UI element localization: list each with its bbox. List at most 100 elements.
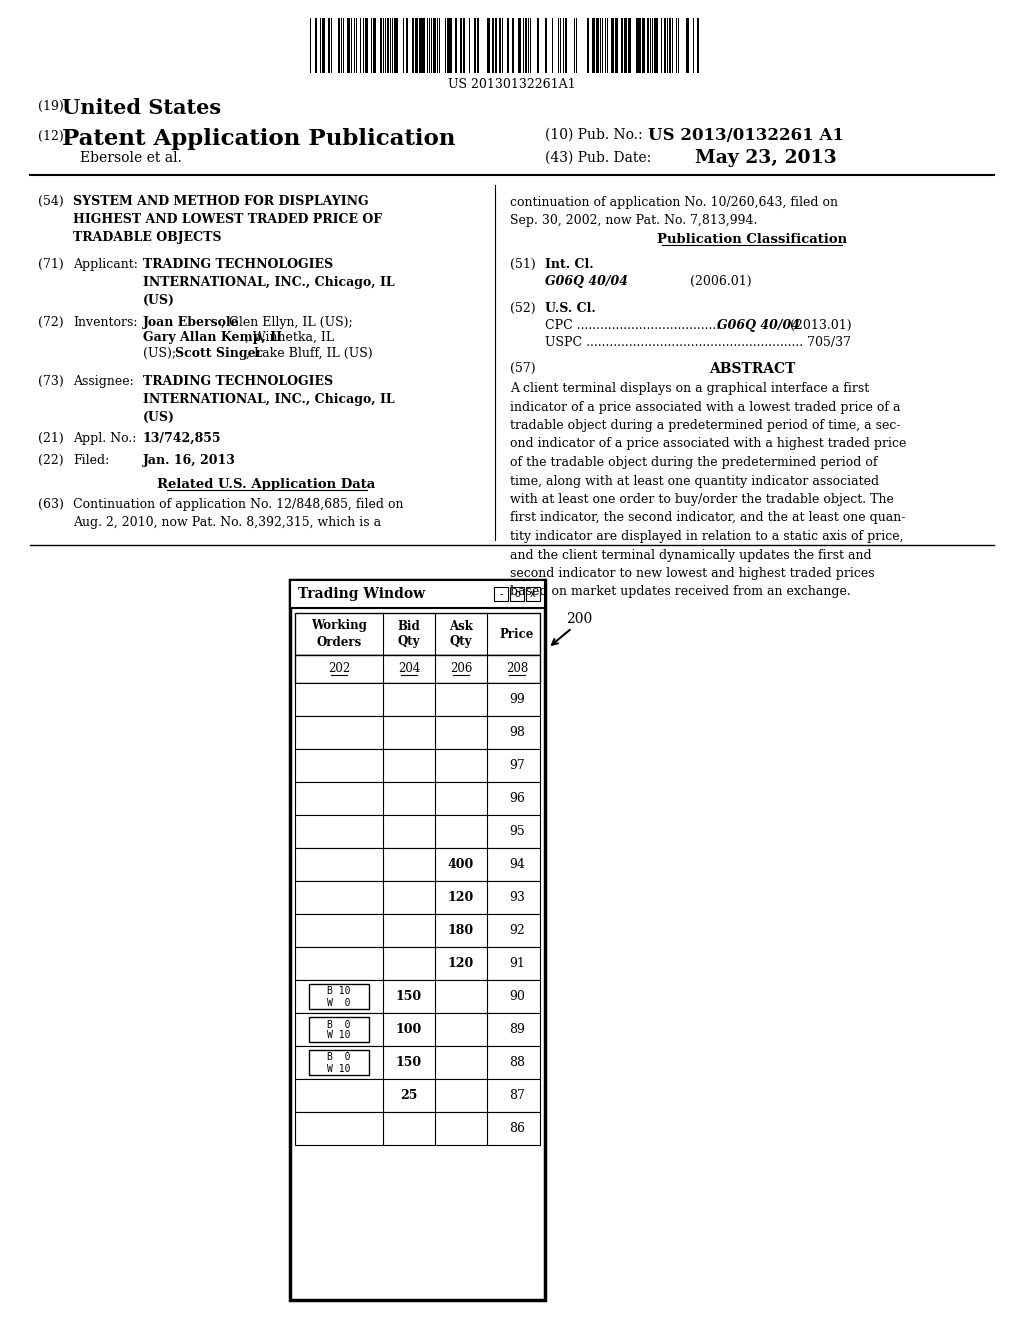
Bar: [495, 18, 497, 73]
Text: Ebersole et al.: Ebersole et al.: [80, 150, 182, 165]
Bar: [487, 18, 489, 73]
Text: , Winnetka, IL: , Winnetka, IL: [245, 331, 334, 345]
Bar: [624, 18, 627, 73]
Text: G06Q 40/04: G06Q 40/04: [717, 319, 800, 333]
Bar: [412, 18, 414, 73]
Bar: [422, 18, 425, 73]
Bar: [450, 18, 452, 73]
Text: (2006.01): (2006.01): [690, 275, 752, 288]
Bar: [295, 979, 540, 1012]
Bar: [592, 18, 595, 73]
Text: W  0: W 0: [328, 998, 351, 1007]
Text: 88: 88: [509, 1056, 525, 1069]
Bar: [639, 18, 641, 73]
Text: Patent Application Publication: Patent Application Publication: [62, 128, 456, 150]
Text: Ask
Qty: Ask Qty: [450, 619, 473, 648]
Text: (US);: (US);: [143, 347, 176, 360]
Text: (57): (57): [510, 362, 536, 375]
Bar: [565, 18, 567, 73]
Bar: [492, 18, 494, 73]
Text: (54): (54): [38, 195, 63, 209]
Text: 204: 204: [397, 663, 420, 676]
Bar: [455, 18, 457, 73]
Bar: [380, 18, 382, 73]
Text: Int. Cl.: Int. Cl.: [545, 257, 594, 271]
Text: (71): (71): [38, 257, 63, 271]
Text: May 23, 2013: May 23, 2013: [695, 149, 837, 168]
Text: B  0: B 0: [328, 1019, 351, 1030]
Bar: [434, 18, 436, 73]
Text: Joan Ebersole: Joan Ebersole: [143, 315, 240, 329]
Text: Publication Classification: Publication Classification: [657, 234, 847, 246]
Bar: [510, 587, 524, 601]
Text: , Lake Bluff, IL (US): , Lake Bluff, IL (US): [246, 347, 373, 360]
Text: 120: 120: [447, 957, 474, 970]
Text: SYSTEM AND METHOD FOR DISPLAYING
HIGHEST AND LOWEST TRADED PRICE OF
TRADABLE OBJ: SYSTEM AND METHOD FOR DISPLAYING HIGHEST…: [73, 195, 382, 244]
Bar: [518, 18, 521, 73]
Text: B  0: B 0: [328, 1052, 351, 1063]
Text: 99: 99: [509, 693, 525, 706]
Bar: [295, 715, 540, 748]
Bar: [315, 18, 317, 73]
Bar: [373, 18, 376, 73]
Text: (51): (51): [510, 257, 536, 271]
Text: 400: 400: [447, 858, 474, 871]
Text: Jan. 16, 2013: Jan. 16, 2013: [143, 454, 236, 467]
Text: Continuation of application No. 12/848,685, filed on
Aug. 2, 2010, now Pat. No. : Continuation of application No. 12/848,6…: [73, 498, 403, 529]
Text: x: x: [530, 589, 536, 599]
Bar: [615, 18, 618, 73]
Text: Applicant:: Applicant:: [73, 257, 138, 271]
Text: 92: 92: [509, 924, 525, 937]
Text: TRADING TECHNOLOGIES
INTERNATIONAL, INC., Chicago, IL
(US): TRADING TECHNOLOGIES INTERNATIONAL, INC.…: [143, 257, 394, 308]
Text: 180: 180: [447, 924, 474, 937]
Text: (22): (22): [38, 454, 63, 467]
Text: continuation of application No. 10/260,643, filed on
Sep. 30, 2002, now Pat. No.: continuation of application No. 10/260,6…: [510, 195, 838, 227]
Bar: [295, 1012, 540, 1045]
Bar: [295, 781, 540, 814]
Text: (72): (72): [38, 315, 63, 329]
Text: 97: 97: [509, 759, 525, 772]
Bar: [366, 18, 368, 73]
Text: ABSTRACT: ABSTRACT: [709, 362, 796, 376]
Text: (2013.01): (2013.01): [790, 319, 852, 333]
Bar: [295, 682, 540, 715]
Text: -: -: [500, 589, 503, 599]
Bar: [295, 913, 540, 946]
Text: , Glen Ellyn, IL (US);: , Glen Ellyn, IL (US);: [221, 315, 352, 329]
Text: Filed:: Filed:: [73, 454, 110, 467]
Text: 98: 98: [509, 726, 525, 739]
Text: Related U.S. Application Data: Related U.S. Application Data: [158, 478, 376, 491]
Bar: [395, 18, 398, 73]
Bar: [587, 18, 589, 73]
Text: 87: 87: [509, 1089, 525, 1102]
Bar: [642, 18, 644, 73]
Bar: [295, 1111, 540, 1144]
Text: 100: 100: [396, 1023, 422, 1036]
Text: 120: 120: [447, 891, 474, 904]
Text: 13/742,855: 13/742,855: [143, 432, 221, 445]
Text: Inventors:: Inventors:: [73, 315, 137, 329]
Text: Bid
Qty: Bid Qty: [397, 619, 421, 648]
Text: 94: 94: [509, 858, 525, 871]
Bar: [419, 18, 421, 73]
Text: (43) Pub. Date:: (43) Pub. Date:: [545, 150, 651, 165]
Bar: [295, 880, 540, 913]
Bar: [295, 1078, 540, 1111]
Bar: [629, 18, 631, 73]
Bar: [537, 18, 539, 73]
Text: 202: 202: [328, 663, 350, 676]
Text: 89: 89: [509, 1023, 525, 1036]
Text: 208: 208: [506, 663, 528, 676]
Bar: [596, 18, 599, 73]
Bar: [387, 18, 389, 73]
Text: Appl. No.:: Appl. No.:: [73, 432, 136, 445]
Text: W 10: W 10: [328, 1064, 351, 1073]
Text: 96: 96: [509, 792, 525, 805]
Bar: [309, 1049, 369, 1074]
Bar: [494, 587, 508, 601]
Text: G06Q 40/04: G06Q 40/04: [545, 275, 628, 288]
Text: 91: 91: [509, 957, 525, 970]
Text: Price: Price: [500, 627, 535, 640]
Text: Trading Window: Trading Window: [298, 587, 425, 601]
Text: (52): (52): [510, 302, 536, 315]
